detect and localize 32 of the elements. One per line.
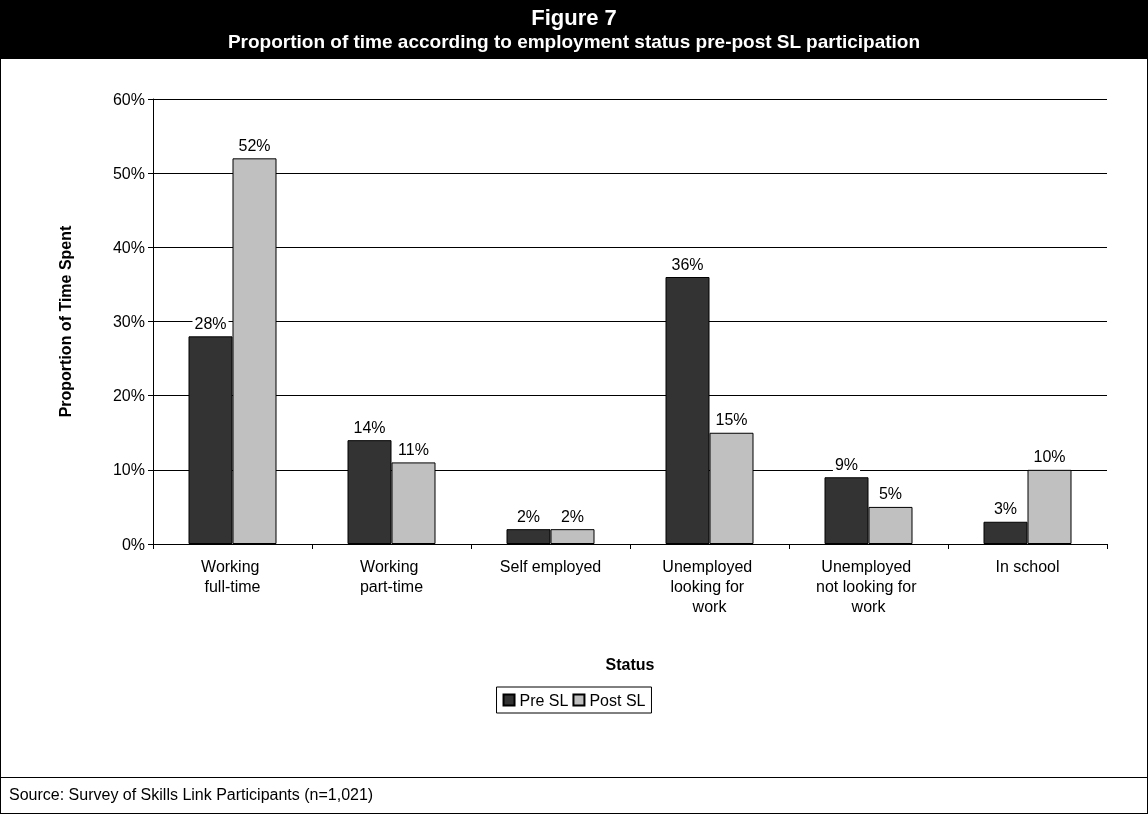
y-tick-label: 0% [121,535,145,553]
data-label: 15% [715,411,748,429]
data-label: 2% [560,507,585,525]
chart-title: Figure 7 [530,5,618,31]
x-tick-label: Self employed [499,557,602,575]
x-axis-title: Status [605,655,655,673]
data-label: 5% [878,485,903,503]
data-label: 28% [194,314,227,332]
y-tick-label: 50% [112,164,145,182]
chart-subtitle: Proportion of time according to employment status pre-post SL participation [226,31,922,53]
data-label: 11% [398,440,429,458]
legend-label: Pre SL [519,691,569,709]
data-label: 3% [993,500,1018,518]
y-tick-label: 20% [112,387,145,405]
x-tick-label: In school [995,557,1060,575]
y-tick-label: 40% [112,238,145,256]
y-tick-label: 10% [112,461,145,479]
y-axis-title: Proportion of Time Spent [56,224,74,418]
data-label: 10% [1033,448,1066,466]
y-tick-label: 60% [112,90,145,108]
data-label: 2% [516,507,541,525]
data-label: 36% [671,255,704,273]
x-tick-label: Unemployed looking for work [662,557,757,615]
data-label: 52% [238,136,271,154]
legend-label: Post SL [589,691,646,709]
x-tick-label: Working part-time [359,557,424,595]
x-tick-label: Unemployed not looking for work [816,557,921,615]
data-label: 14% [353,418,386,436]
x-tick-label: Working full-time [201,557,264,595]
y-tick-label: 30% [112,313,145,330]
source-note: Source: Survey of Skills Link Participants (n=1,021) [1,777,1147,812]
data-label: 9% [834,455,859,473]
